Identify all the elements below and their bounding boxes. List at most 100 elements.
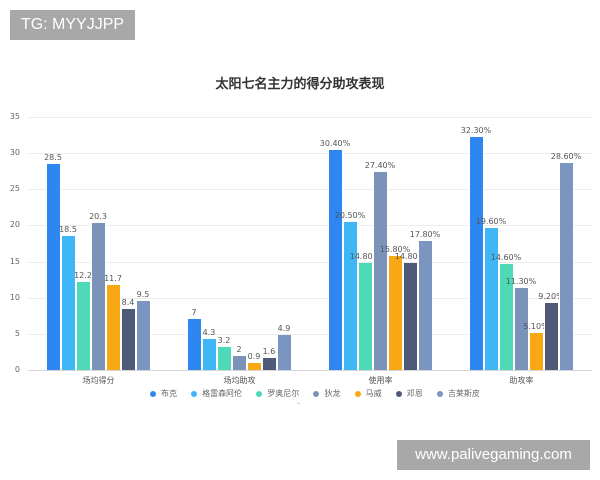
bar: [121, 309, 136, 370]
gridline: [28, 117, 592, 118]
bar-value-label: 32.30%: [460, 125, 492, 135]
legend-item[interactable]: 布克: [150, 388, 177, 399]
legend-item[interactable]: 格雷森阿伦: [191, 388, 242, 399]
gridline: [28, 333, 592, 335]
legend-label: 格雷森阿伦: [202, 389, 243, 398]
legend-label: 马威: [365, 389, 382, 398]
bar: [262, 358, 277, 370]
bar-value-label: 14.60%: [490, 253, 522, 263]
bar: [418, 241, 433, 370]
bar-value-label: 27.40%: [364, 160, 396, 170]
legend-dot-icon: [395, 390, 402, 397]
legend-dot-icon: [354, 390, 361, 397]
bar-value-label: 14.80%: [394, 252, 426, 262]
legend-label: 邓恩: [406, 389, 423, 398]
legend-item[interactable]: 邓恩: [395, 388, 423, 399]
bar: [202, 338, 217, 370]
watermark-top-left: TG: MYYJJPP: [10, 10, 135, 40]
bar-value-label: 8.4: [121, 298, 135, 308]
bar: [91, 223, 106, 370]
y-tick-label: 25: [9, 184, 20, 194]
legend-label: 吉莱斯皮: [447, 389, 480, 398]
x-category-label: 场均得分: [82, 376, 115, 385]
bar-value-label: 14.80%: [349, 252, 381, 262]
bar: [469, 136, 484, 370]
legend-label: 布克: [161, 389, 177, 398]
bar-value-label: 1.6: [262, 347, 276, 357]
legend-dot-icon: [191, 390, 198, 397]
bar-value-label: 11.30%: [505, 277, 537, 287]
x-category-label: 使用率: [368, 376, 393, 385]
x-axis-line: [28, 370, 592, 371]
gridline: [28, 189, 592, 191]
gridline: [28, 225, 592, 227]
x-category-label: 场均助攻: [223, 376, 256, 385]
y-tick-label: 5: [14, 328, 20, 338]
bar: [403, 263, 418, 370]
bar: [187, 319, 202, 370]
bar: [277, 334, 292, 370]
bar-value-label: 2: [236, 344, 242, 354]
bar: [247, 363, 262, 370]
bar: [328, 150, 343, 370]
legend-item[interactable]: 罗奥尼尔: [256, 388, 299, 399]
bar-value-label: 20.50%: [334, 210, 366, 220]
legend-dot-icon: [436, 390, 443, 397]
legend-item[interactable]: 马威: [354, 388, 382, 399]
y-tick-label: 20: [9, 220, 20, 230]
bar-value-label: 9.20%: [538, 292, 564, 302]
bar: [343, 221, 358, 370]
legend-dot-icon: [313, 390, 320, 397]
bar: [76, 281, 91, 370]
y-tick-label: 35: [9, 112, 20, 121]
gridline: [28, 261, 592, 263]
bar: [373, 171, 388, 370]
bar: [106, 285, 121, 370]
gridline: [28, 297, 592, 299]
legend-dot-icon: [150, 390, 156, 397]
bar: [136, 301, 151, 370]
legend-item[interactable]: 吉莱斯皮: [436, 388, 480, 399]
watermark-bottom-right: www.palivegaming.com: [397, 440, 590, 470]
y-tick-label: 30: [9, 148, 20, 158]
bar-value-label: 11.7: [104, 274, 122, 284]
legend-label: 罗奥尼尔: [267, 389, 300, 398]
gridline: [28, 153, 592, 155]
bar-value-label: 20.3: [89, 212, 107, 222]
bar-value-label: 0.9: [247, 352, 261, 362]
bar: [484, 228, 499, 370]
bar-value-label: 28.5: [44, 152, 62, 162]
bar: [46, 163, 61, 370]
legend-label: 狄龙: [324, 389, 341, 398]
bar: [61, 236, 76, 370]
bar-value-label: 5.10%: [523, 322, 549, 332]
legend-item[interactable]: 狄龙: [313, 388, 340, 399]
bar: [559, 163, 574, 370]
legend-caret-icon: ⌃: [296, 402, 302, 409]
bar-value-label: 4.9: [277, 323, 291, 333]
y-tick-label: 0: [14, 365, 20, 374]
x-category-label: 助攻率: [509, 376, 534, 385]
bar-value-label: 9.5: [136, 290, 150, 300]
bar: [217, 346, 232, 370]
bar-value-label: 18.5: [59, 225, 77, 235]
bar-value-label: 30.40%: [319, 139, 351, 149]
bar-value-label: 4.3: [202, 327, 216, 337]
legend-dot-icon: [256, 390, 263, 397]
bar: [544, 303, 559, 370]
bar-value-label: 12.2: [74, 270, 92, 280]
bar: [358, 263, 373, 370]
bar: [232, 355, 247, 370]
bar: [388, 255, 403, 370]
bar: [499, 264, 514, 370]
bar-value-label: 3.2: [217, 335, 231, 345]
y-tick-label: 15: [9, 256, 20, 266]
chart-legend: 布克 格雷森阿伦 罗奥尼尔 狄龙 马威 邓恩 吉莱斯皮: [150, 388, 480, 399]
bar-value-label: 15.80%: [379, 244, 411, 254]
chart-title: 太阳七名主力的得分助攻表现: [215, 77, 385, 92]
bar: [529, 333, 544, 370]
bar: [514, 288, 529, 370]
y-tick-label: 10: [9, 292, 20, 302]
bar-value-label: 19.60%: [475, 217, 507, 227]
